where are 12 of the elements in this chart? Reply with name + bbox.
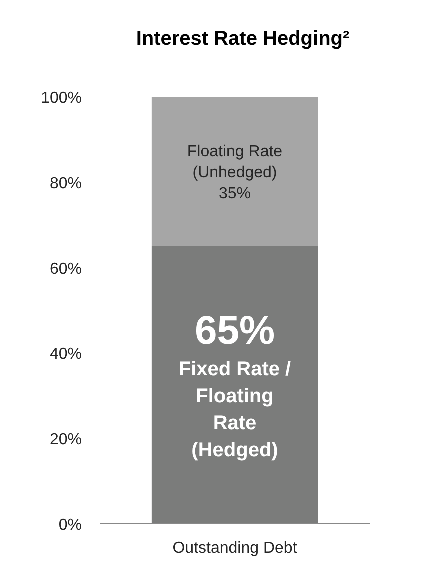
- chart-title: Interest Rate Hedging²: [136, 28, 350, 50]
- y-tick-label: 60%: [50, 260, 82, 278]
- data-label: 35%: [218, 186, 252, 203]
- y-tick-label: 80%: [50, 175, 82, 192]
- data-label: 65%: [194, 309, 276, 354]
- series-label: Fixed Rate / Floating Rate (Hedged): [178, 358, 292, 462]
- y-tick-label: 0%: [58, 517, 82, 534]
- y-tick-label: 40%: [50, 346, 82, 364]
- y-tick-label: 20%: [50, 432, 82, 449]
- series-label: Floating Rate (Unhedged): [187, 144, 283, 182]
- y-tick-label: 100%: [41, 90, 82, 107]
- x-tick-label: Outstanding Debt: [172, 540, 298, 557]
